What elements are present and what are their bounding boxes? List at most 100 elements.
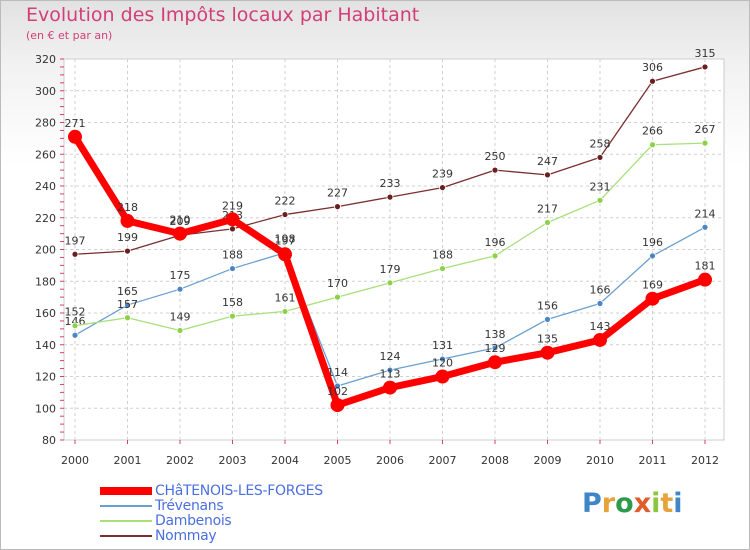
data-label: 218 [117, 201, 138, 214]
y-tick-label: 320 [35, 53, 56, 66]
y-tick-label: 200 [35, 244, 56, 257]
data-point [596, 154, 604, 161]
data-label: 158 [222, 296, 243, 309]
data-point [593, 332, 607, 347]
data-point [701, 139, 709, 147]
legend-swatch [100, 505, 152, 507]
x-tick-label: 2010 [586, 454, 614, 467]
logo-letter: P [582, 488, 602, 519]
data-label: 135 [537, 333, 558, 346]
data-label: 166 [590, 283, 611, 296]
legend-swatch [100, 487, 152, 495]
logo-letter: i [673, 488, 683, 519]
data-label: 209 [170, 215, 191, 228]
x-tick-label: 2011 [639, 454, 667, 467]
x-tick-label: 2003 [219, 454, 247, 467]
data-point [488, 355, 502, 370]
data-label: 102 [327, 385, 348, 398]
data-point [124, 247, 131, 255]
data-point [701, 223, 709, 231]
legend-label: CHâTENOIS-LES-FORGES [155, 483, 323, 499]
data-label: 197 [275, 234, 296, 247]
y-tick-label: 80 [42, 434, 56, 447]
data-point [386, 193, 394, 201]
x-tick-label: 2012 [691, 454, 719, 467]
data-label: 181 [695, 260, 716, 273]
data-label: 217 [537, 203, 558, 216]
data-point [540, 345, 555, 360]
data-point [491, 344, 499, 352]
data-label: 247 [537, 155, 558, 168]
data-label: 219 [222, 199, 243, 212]
data-label: 165 [117, 285, 138, 298]
data-label: 129 [485, 342, 506, 355]
y-tick-label: 120 [35, 371, 56, 384]
data-point [229, 312, 236, 320]
data-label: 267 [695, 123, 716, 136]
y-tick-label: 300 [35, 85, 56, 98]
data-label: 231 [590, 180, 611, 193]
x-tick-label: 2001 [114, 454, 142, 467]
data-point [176, 327, 184, 334]
data-point [71, 322, 79, 330]
data-point [225, 212, 240, 227]
data-point [491, 252, 499, 260]
y-tick-label: 240 [35, 180, 56, 193]
data-point [229, 225, 236, 233]
data-point [176, 285, 184, 293]
chart-title: Evolution des Impôts locaux par Habitant [26, 4, 420, 26]
data-point [281, 308, 289, 315]
data-point [330, 398, 345, 413]
data-label: 196 [642, 236, 663, 249]
data-label: 161 [275, 291, 296, 304]
data-point [649, 252, 656, 260]
y-tick-label: 160 [35, 307, 56, 320]
data-label: 170 [327, 277, 348, 290]
data-point [435, 369, 450, 384]
logo-letter: t [660, 488, 674, 519]
y-tick-label: 140 [35, 339, 56, 352]
data-point [334, 293, 341, 301]
x-tick-label: 2006 [376, 454, 404, 467]
data-label: 124 [380, 350, 401, 363]
logo-letter: i [651, 488, 661, 519]
data-label: 258 [590, 137, 611, 150]
data-label: 143 [590, 320, 611, 333]
logo-letter: o [615, 488, 634, 519]
data-point [334, 203, 341, 211]
data-label: 188 [222, 249, 243, 262]
data-point [439, 184, 446, 191]
data-point [68, 129, 82, 144]
data-label: 306 [642, 61, 663, 74]
data-point [281, 211, 289, 218]
x-tick-label: 2005 [324, 454, 352, 467]
data-label: 227 [327, 187, 348, 200]
data-point [491, 166, 499, 174]
data-point [649, 141, 656, 149]
data-label: 188 [432, 249, 453, 262]
data-label: 120 [432, 357, 453, 370]
data-label: 175 [170, 269, 191, 282]
x-tick-label: 2004 [271, 454, 299, 467]
data-label: 157 [117, 298, 138, 311]
data-point [383, 380, 397, 395]
legend-label: Trévenans [155, 498, 224, 514]
y-tick-label: 100 [35, 402, 56, 415]
data-label: 222 [275, 195, 296, 208]
data-label: 196 [485, 236, 506, 249]
data-point [701, 63, 709, 71]
data-label: 169 [642, 279, 663, 292]
data-point [439, 265, 446, 272]
legend-label: Nommay [155, 528, 217, 544]
data-point [544, 171, 551, 179]
y-tick-label: 220 [35, 212, 56, 225]
data-label: 233 [380, 177, 401, 190]
data-point [120, 213, 135, 228]
data-point [173, 226, 187, 241]
legend-swatch [100, 535, 152, 537]
data-point [649, 77, 656, 85]
y-tick-label: 260 [35, 148, 56, 161]
data-label: 149 [170, 310, 191, 323]
data-label: 210 [170, 214, 191, 227]
